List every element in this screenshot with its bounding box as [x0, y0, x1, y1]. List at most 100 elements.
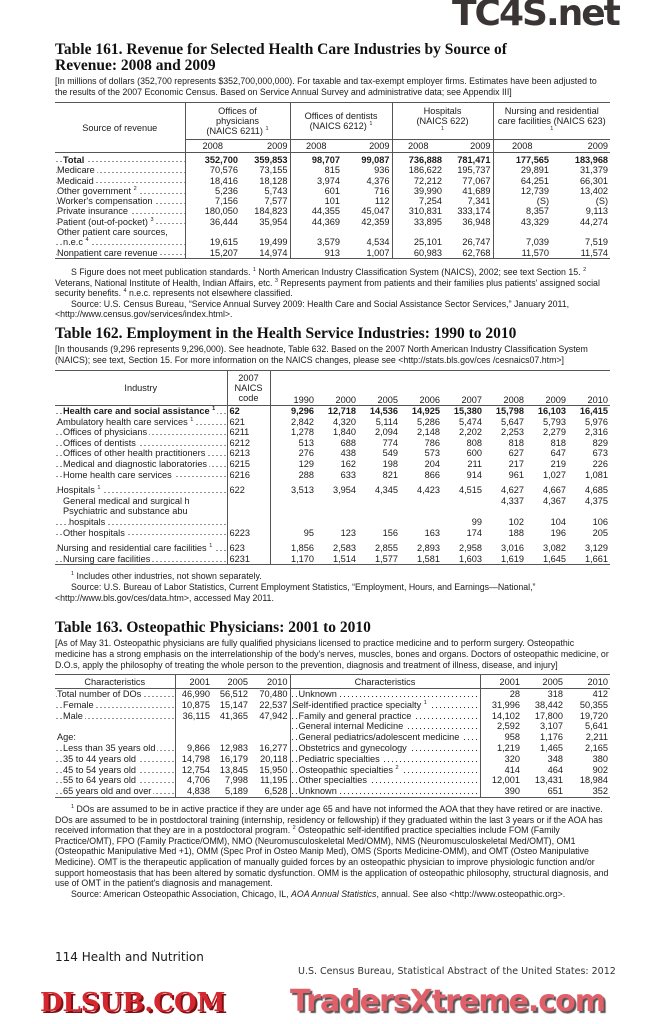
row-label-value: Female	[63, 699, 94, 710]
cell-value: 866	[424, 469, 440, 480]
row-label-text: Psychiatric and substance abu	[63, 506, 190, 517]
cell-value	[391, 227, 445, 238]
cell-value: 10,875	[174, 699, 212, 711]
cell-value: 3,016	[501, 543, 524, 554]
table-row: Hospitals 1 622 3,513 3,954 4,345 4,423 4,515 4…	[55, 485, 610, 496]
cell-value: 573	[424, 448, 440, 459]
cell-value: 3,954	[333, 485, 356, 496]
cell-value: 320	[479, 753, 522, 765]
cell-value: 15,798	[495, 406, 524, 416]
cell-value	[358, 517, 400, 528]
cell-value: 156	[382, 527, 398, 538]
cell-value: 4,534	[366, 237, 390, 248]
row-label-text: Unknown	[298, 786, 339, 797]
col-header-year: 2001	[479, 674, 522, 689]
row-label-value: Obstetrics and gynecology	[298, 742, 407, 753]
table-162-footnotes: 1 Includes other industries, not shown s…	[55, 571, 610, 603]
cell-value	[316, 496, 358, 507]
naics-code: 6223	[226, 527, 270, 539]
cell-value: 162	[340, 458, 356, 469]
cell-value: 4,627	[501, 485, 524, 496]
cell-value: 5,793	[543, 416, 566, 427]
table-row: Other hospitals 6223 95 123 156 163 174 188 196 2…	[55, 527, 610, 539]
naics-code: 6216	[226, 469, 270, 481]
row-label: Total	[55, 152, 185, 166]
cell-value: 1,176	[540, 732, 563, 743]
cell-value: 9,866	[174, 742, 212, 754]
cell-value: 26,747	[462, 237, 491, 248]
row-label-value: Nursing and residential care facilities	[57, 543, 207, 554]
cell-value	[358, 496, 400, 507]
col-header-year: 2008	[391, 139, 445, 153]
table-row: Nursing and residential care facilities …	[55, 543, 610, 554]
cell-value: 99,087	[361, 155, 390, 165]
row-label-value: Osteopathic specialties	[298, 764, 393, 775]
cell-value: 99	[471, 516, 482, 527]
row-label-text: Private insurance	[57, 206, 130, 217]
cell-value: 25,101	[391, 237, 445, 248]
footnote-text: Source: American Osteopathic Association…	[71, 888, 292, 899]
cell-value: 3,513	[269, 485, 316, 496]
table-162: Industry 2007 NAICS code 1990 2000 2005 200…	[55, 370, 610, 565]
footnote-marker: 4	[85, 237, 89, 244]
cell-value: 3,974	[289, 175, 342, 186]
col-header-year: 2006	[419, 395, 440, 405]
row-label-value: Medicare	[57, 165, 95, 176]
cell-value	[568, 506, 610, 517]
row-label: Patient (out-of-pocket) 3	[55, 216, 185, 228]
cell-value: 186,622	[391, 165, 445, 176]
row-label-text: Offices of other health practitioners	[63, 448, 208, 459]
cell-value	[250, 721, 290, 732]
cell-value: 106	[592, 516, 608, 527]
cell-value: 633	[340, 469, 356, 480]
row-label: Home health care services	[55, 469, 227, 481]
row-label-value: Less than 35 years old	[63, 742, 156, 753]
col-group-nursing: Nursing and residential care facilities …	[492, 102, 611, 140]
row-label: 55 to 64 years old	[55, 775, 175, 787]
row-label-text: Total number of DOs	[57, 689, 144, 699]
table-161-headnote: [In millions of dollars (352,700 represe…	[55, 76, 597, 97]
row-label-value: General internal Medicine	[298, 721, 404, 732]
row-label-text: Female	[63, 699, 96, 710]
table-row: Nursing care facilities 6231 1,170 1,514 1,5…	[55, 553, 610, 565]
row-label-value: Total number of DOs	[57, 689, 142, 699]
footnote-paragraph: 1 Includes other industries, not shown s…	[55, 571, 610, 582]
row-label: Family and general practice	[289, 710, 480, 722]
row-label-value: Health care and social assistance	[63, 406, 210, 416]
spacer-cell	[226, 480, 270, 486]
col-header-characteristics: Characteristics	[289, 674, 480, 689]
row-label-value: hospitals	[69, 516, 106, 527]
cell-value: 36,948	[462, 216, 491, 227]
row-label-value: Family and general practice	[298, 710, 412, 721]
row-label-text: 35 to 44 years old	[63, 753, 139, 764]
cell-value: 600	[466, 448, 482, 459]
cell-value: 72,212	[391, 175, 445, 186]
row-label: Female	[55, 699, 175, 711]
table-161-footnotes: S Figure does not meet publication stand…	[55, 267, 610, 320]
row-label: Other government 2	[55, 185, 185, 197]
cell-value: 4,667	[543, 485, 566, 496]
cell-value: 736,888	[391, 152, 445, 166]
row-label: General internal Medicine	[289, 721, 480, 733]
row-label-value: Patient (out-of-pocket)	[57, 216, 148, 227]
row-label-text: Other patient care sources,	[57, 227, 170, 238]
cell-value: 4,706	[174, 775, 212, 787]
footnote-text: , annual. See also <http://www.osteopath…	[376, 888, 566, 899]
row-label-text: Ambulatory health care services 1	[57, 416, 196, 427]
table-row: 65 years old and over 4,838 5,189 6,528 Unkn…	[55, 786, 610, 798]
naics-code	[226, 516, 270, 528]
cell-value: (S)	[492, 196, 552, 207]
cell-value: 2,893	[417, 543, 440, 554]
row-label-text	[57, 721, 59, 732]
row-label: Medical and diagnostic laboratories	[55, 458, 227, 470]
row-label: hospitals	[55, 516, 227, 528]
row-label-value: General medical and surgical h	[63, 495, 190, 506]
cell-value: 818	[550, 437, 566, 448]
cell-value: 412	[592, 689, 608, 699]
cell-value: 39,990	[391, 185, 445, 197]
col-group-hospitals: Hospitals (NAICS 622) 1	[391, 102, 494, 140]
cell-value: 14,102	[479, 710, 522, 722]
table-row: Age: General pediatrics/adolescent medici…	[55, 732, 610, 743]
cell-value	[269, 506, 316, 517]
row-label: Offices of physicians	[55, 427, 227, 438]
